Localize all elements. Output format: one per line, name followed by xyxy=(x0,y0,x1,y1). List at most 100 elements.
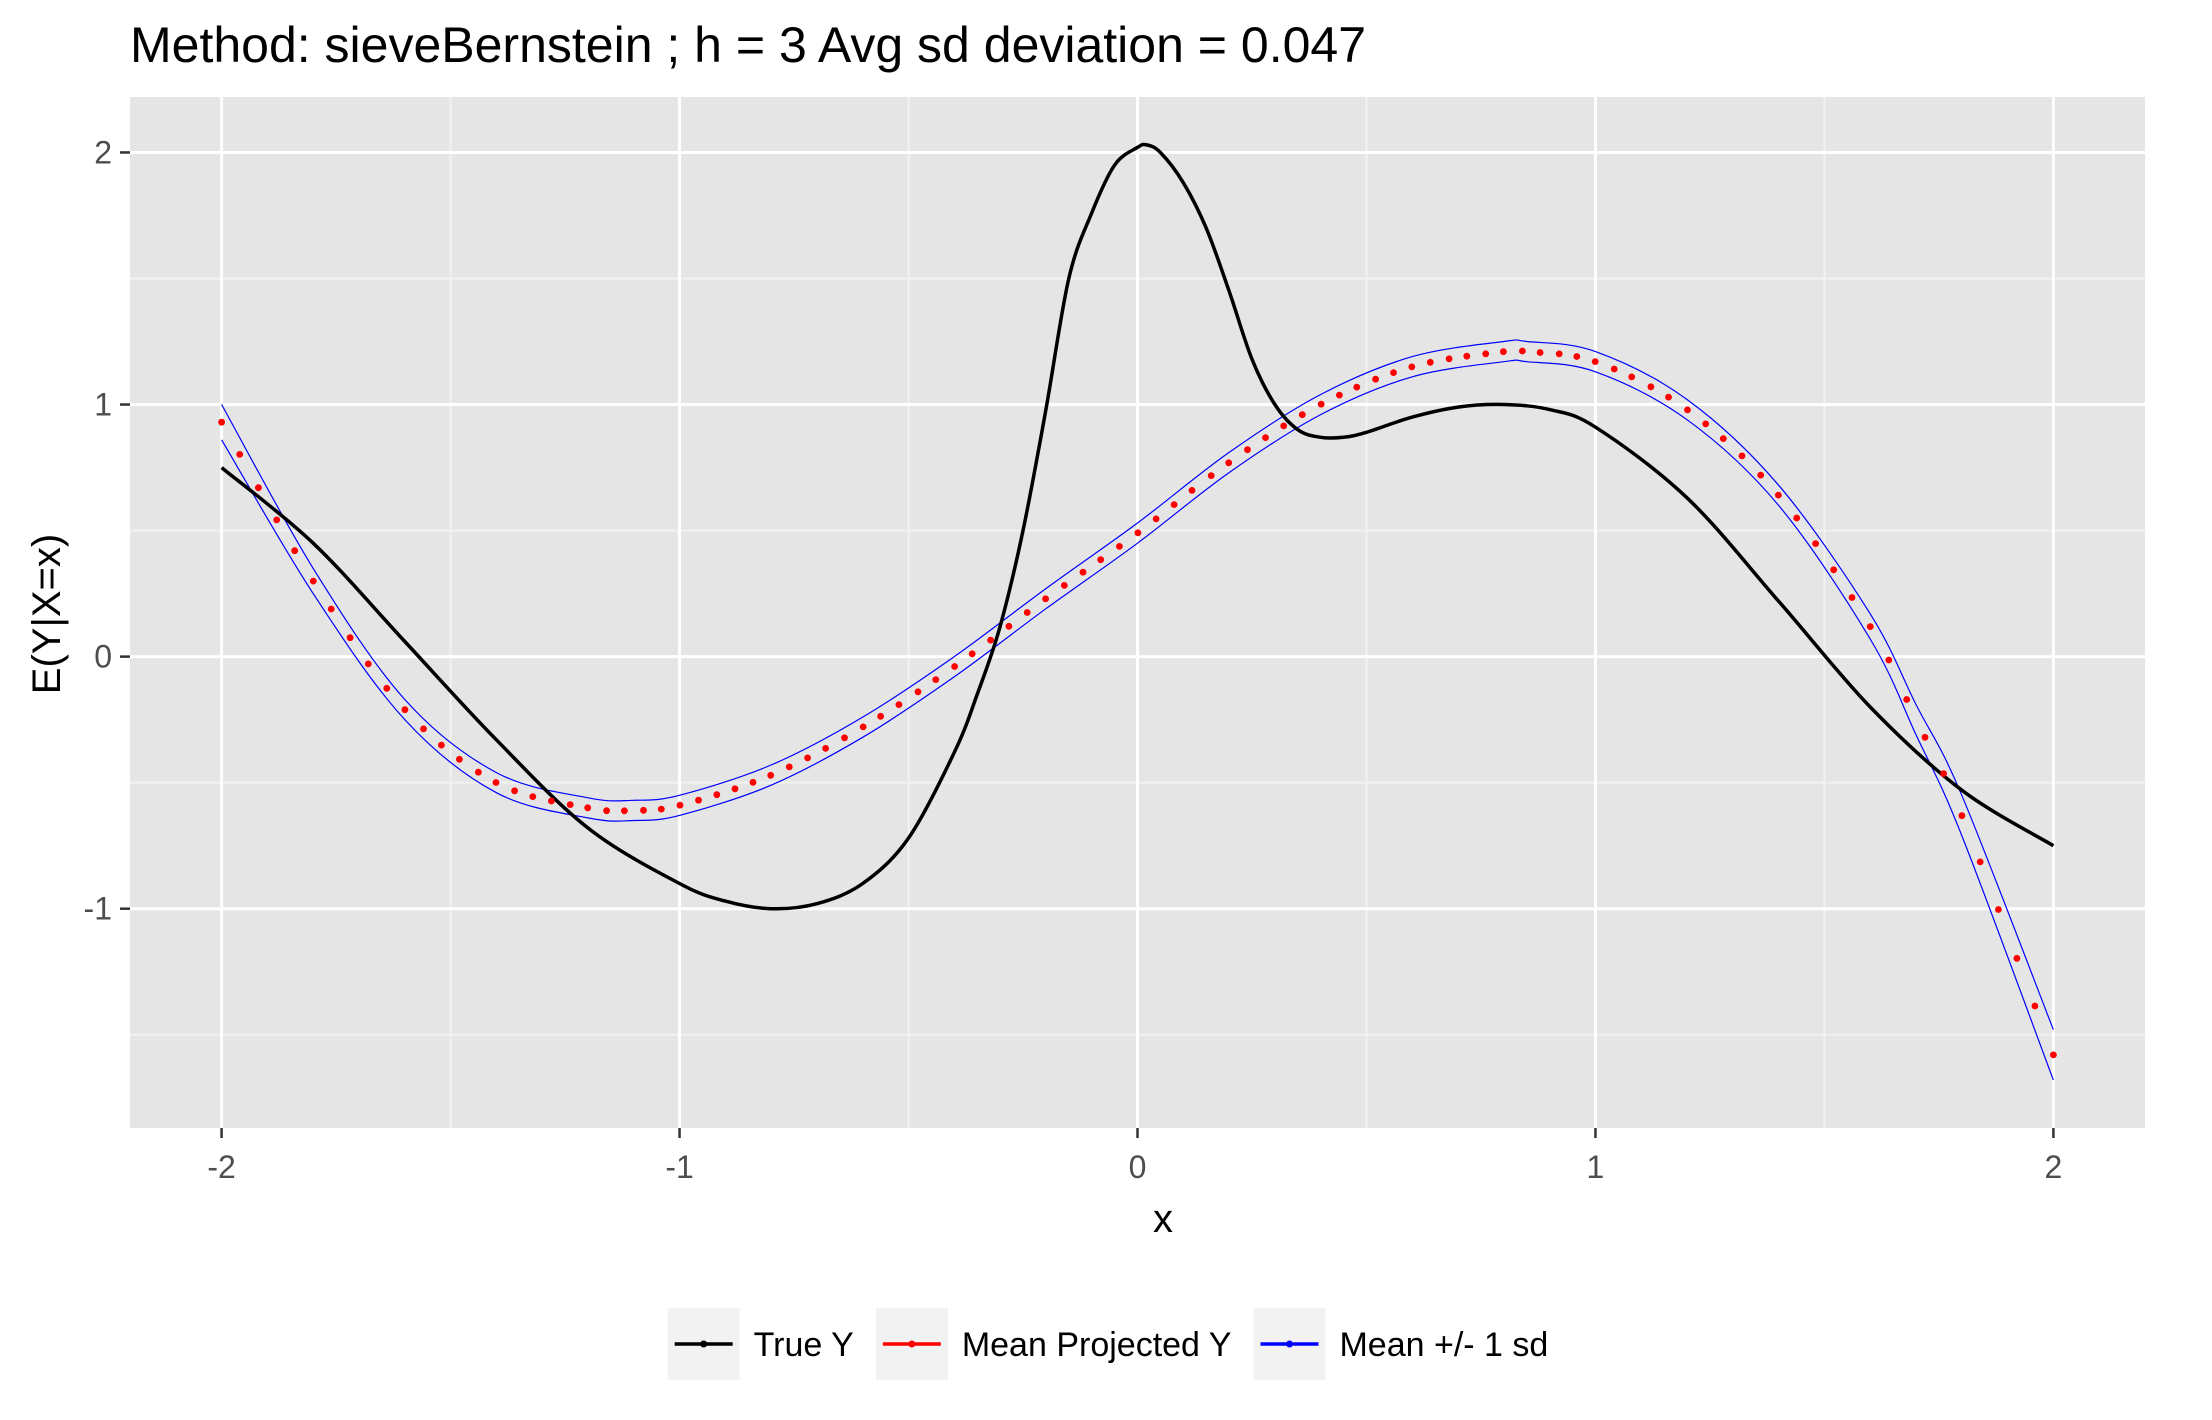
x-tick-label: -1 xyxy=(665,1149,693,1185)
series-true-y xyxy=(220,142,2055,911)
mean-projected-point xyxy=(749,778,757,786)
mean-projected-point xyxy=(1665,393,1672,401)
mean-projected-point xyxy=(1848,594,1856,601)
mean-projected-point xyxy=(438,741,445,749)
mean-projected-point xyxy=(327,605,335,613)
mean-projected-point xyxy=(1445,355,1453,363)
mean-projected-point xyxy=(2050,1051,2057,1059)
legend-item-mean-projected-y: Mean Projected Y xyxy=(875,1308,1231,1380)
mean-projected-point xyxy=(1812,540,1819,547)
mean-projected-point xyxy=(1482,350,1490,358)
mean-projected-point xyxy=(364,660,372,668)
mean-projected-point xyxy=(1591,358,1599,365)
grid-major xyxy=(130,97,2145,1128)
legend-key-point xyxy=(1285,1340,1293,1348)
series-sd-upper xyxy=(221,339,2054,1030)
mean-projected-point xyxy=(1500,348,1507,356)
mean-projected-point xyxy=(1866,623,1874,630)
mean-projected-point xyxy=(1079,568,1087,576)
mean-projected-point xyxy=(987,636,994,644)
mean-projected-point xyxy=(767,771,775,779)
mean-projected-point xyxy=(859,723,867,731)
mean-projected-point xyxy=(640,806,647,814)
mean-projected-point xyxy=(1647,383,1655,391)
x-tick-label: 1 xyxy=(1587,1149,1605,1185)
mean-projected-point xyxy=(877,712,884,720)
legend-label: Mean +/- 1 sd xyxy=(1339,1326,1548,1364)
mean-projected-point xyxy=(1940,770,1947,777)
mean-projected-point xyxy=(1060,582,1068,589)
x-axis-title: x xyxy=(1153,1197,1173,1241)
mean-projected-point xyxy=(731,785,739,793)
mean-projected-point xyxy=(492,779,500,786)
mean-projected-point xyxy=(2031,1002,2039,1010)
mean-projected-point xyxy=(785,763,793,771)
mean-projected-point xyxy=(822,745,829,752)
mean-projected-point xyxy=(657,805,665,813)
mean-projected-point xyxy=(1719,435,1727,442)
mean-projected-point xyxy=(1463,352,1471,360)
mean-projected-point xyxy=(1793,514,1801,522)
mean-projected-point xyxy=(1610,365,1618,373)
mean-projected-point xyxy=(968,650,976,658)
legend-key-point xyxy=(908,1340,916,1348)
x-tick-label: -2 xyxy=(207,1149,235,1185)
mean-projected-point xyxy=(1042,595,1049,603)
mean-projected-point xyxy=(475,768,482,776)
mean-projected-point xyxy=(1885,656,1893,664)
mean-projected-point xyxy=(1958,812,1966,820)
mean-projected-point xyxy=(1976,858,1984,866)
mean-projected-point xyxy=(1225,459,1233,467)
mean-projected-point xyxy=(1830,566,1838,574)
series-layer xyxy=(218,142,2057,1081)
mean-projected-point xyxy=(1573,353,1581,360)
mean-projected-point xyxy=(255,484,262,492)
mean-projected-point xyxy=(1372,375,1379,383)
mean-projected-point xyxy=(1188,487,1196,494)
mean-projected-point xyxy=(1536,349,1544,356)
x-tick-label: 0 xyxy=(1129,1149,1147,1185)
legend-key-point xyxy=(700,1340,708,1348)
x-axis: -2 -1 0 1 2 xyxy=(207,1128,2062,1185)
y-tick-label: 1 xyxy=(94,387,112,423)
mean-projected-point xyxy=(1134,529,1142,537)
mean-projected-point xyxy=(1097,556,1105,564)
mean-projected-point xyxy=(914,688,922,696)
legend-label: True Y xyxy=(754,1326,854,1364)
mean-projected-point xyxy=(456,755,463,763)
mean-projected-point xyxy=(1298,411,1306,419)
mean-projected-point xyxy=(548,797,555,805)
y-axis: -1 0 1 2 xyxy=(84,134,130,927)
mean-projected-point xyxy=(676,801,684,809)
mean-projected-point xyxy=(401,706,409,714)
mean-projected-point xyxy=(695,796,702,804)
mean-projected-point xyxy=(346,634,354,642)
mean-projected-point xyxy=(1116,543,1123,550)
mean-projected-point xyxy=(1775,491,1782,499)
mean-projected-point xyxy=(1426,358,1434,366)
mean-projected-point xyxy=(1757,471,1765,479)
y-tick-label: -1 xyxy=(84,891,112,927)
mean-projected-point xyxy=(1903,696,1911,703)
mean-projected-point xyxy=(566,801,574,808)
legend: True Y Mean Projected Y Mean +/- 1 sd xyxy=(667,1308,1548,1380)
mean-projected-point xyxy=(621,807,628,815)
mean-projected-point xyxy=(420,725,427,733)
mean-projected-point xyxy=(1023,609,1031,616)
mean-projected-point xyxy=(1555,350,1563,358)
mean-projected-point xyxy=(529,793,537,800)
legend-item-mean-1-sd: Mean +/- 1 sd xyxy=(1253,1308,1548,1380)
mean-projected-point xyxy=(1702,420,1710,428)
mean-projected-point xyxy=(1280,422,1288,430)
mean-projected-point xyxy=(1170,501,1178,508)
chart-title: Method: sieveBernstein ; h = 3 Avg sd de… xyxy=(130,17,1366,73)
y-axis-title: E(Y|X=x) xyxy=(25,534,69,694)
mean-projected-point xyxy=(951,663,958,670)
mean-projected-point xyxy=(273,516,281,524)
mean-projected-point xyxy=(1684,406,1691,414)
mean-projected-point xyxy=(1353,383,1361,391)
mean-projected-point xyxy=(1317,400,1325,408)
mean-projected-point xyxy=(841,734,848,742)
mean-projected-point xyxy=(584,804,592,812)
mean-projected-point xyxy=(291,547,299,555)
